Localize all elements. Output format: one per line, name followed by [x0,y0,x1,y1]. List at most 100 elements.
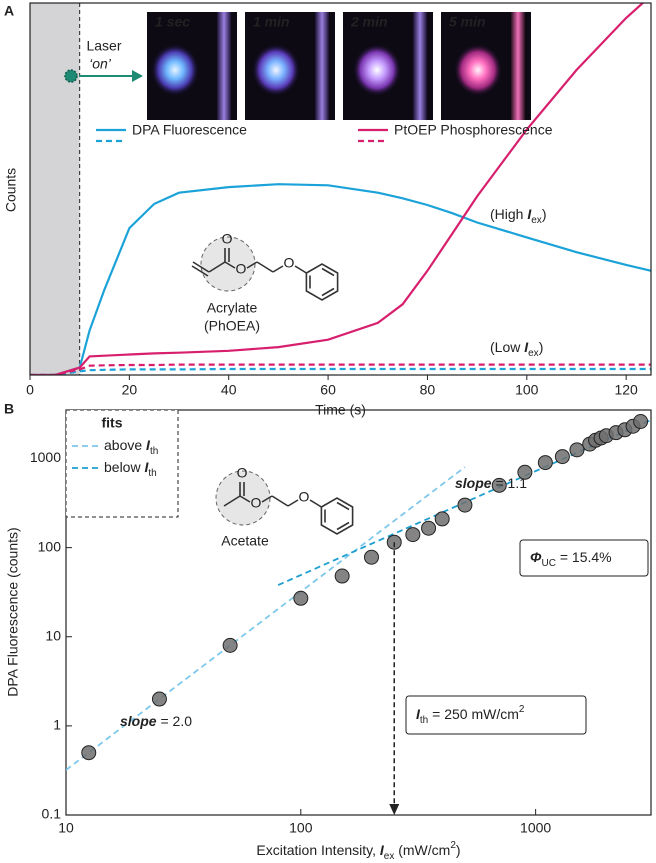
x-axis-title-part: I [380,842,385,858]
panel-letter: A [4,3,14,19]
legend-title: fits [102,415,123,431]
structure: OO O [215,465,354,535]
bond [287,499,299,507]
legend-label-part: below [104,459,144,475]
bond [309,499,322,508]
data-point [457,497,473,513]
data-point [293,590,309,606]
annotation: ΦUC = 15.4% [530,549,612,569]
data-point [222,637,238,653]
atom-label: O [222,231,233,247]
inset-strip [413,12,427,120]
bond [272,265,284,273]
data-point [569,442,585,458]
annotation-part: slope [455,475,492,491]
legend-label: PtOEP Phosphorescence [394,122,553,138]
bond [192,261,210,273]
annotation-part: I [527,206,532,222]
annotation-part: UC [542,558,556,569]
legend-label-part: I [146,437,151,453]
atom-label: O [236,261,247,277]
annotation-part: ex [531,215,542,226]
legend-label: above Ith [104,437,158,457]
annotation-box [405,695,587,735]
data-point [363,549,379,565]
annotation: (Low Iex) [490,339,543,359]
legend-box [65,409,179,518]
atom-label: O [284,255,295,271]
y-tick-label: 100 [38,538,62,554]
inset-strip [217,12,231,120]
bond [271,495,289,507]
laser-label: Laser [86,38,121,54]
legend-label-part: above [104,437,146,453]
bond [246,261,258,269]
structure: OO O [191,231,339,301]
annotation-part: I [416,706,421,722]
bond [336,521,350,531]
bond [321,267,335,277]
x-tick-label: 1000 [520,820,551,836]
data-point [334,568,350,584]
x-tick-label: 10 [58,820,74,836]
inset-spot [151,44,199,96]
inset-image: 5 min [441,12,531,120]
bond [239,495,251,503]
inset-label: 5 min [449,14,486,30]
atom-label: O [237,465,248,481]
x-tick-label: 120 [614,382,638,398]
atom-label: O [299,489,310,505]
annotation-part: 2 [519,704,525,715]
legend-label-part: th [148,468,156,479]
y-tick-label: 0.1 [42,806,62,822]
bond [223,495,241,507]
data-point [434,511,450,527]
laser-arrowhead [132,70,143,82]
panel-letter: B [4,401,14,417]
inset-spot [353,44,401,96]
bond [208,261,226,273]
laser-off-region [30,3,80,375]
annotation-part: 250 [444,706,468,722]
y-axis-title: DPA Fluorescence (counts) [5,527,21,696]
annotation-part: ex [528,348,539,359]
data-point [517,464,533,480]
annotation-part: = [428,706,444,722]
panel-b: B 10 100 1000 0.1 1 10 100 1000 Excitation Intens… [4,401,652,862]
annotation-part: mW/cm [468,706,519,722]
inset-label: 2 min [350,14,388,30]
x-tick-label: 20 [122,382,138,398]
plot-area [66,414,651,771]
annotation-part: = 2.0 [157,713,193,729]
annotation-part: = 15.4% [556,549,612,565]
high-intensity-line [30,183,651,375]
bond [336,501,350,511]
x-axis-title-part: Excitation Intensity, [256,842,379,858]
x-axis-title-part: ) [456,842,461,858]
plot-area [30,3,651,375]
inset-strip [315,12,329,120]
x-tick-label: 100 [289,820,313,836]
data-point [151,691,167,707]
annotation: slope = 1.1 [455,475,527,491]
annotation-part: ) [539,339,544,355]
x-axis-title-part: ex [384,851,395,862]
y-tick-label: 1000 [30,449,61,465]
data-point [537,455,553,471]
bond [294,265,307,274]
annotation-part: slope [120,713,157,729]
data-point [81,745,97,761]
annotation-part: I [524,339,529,355]
structure-label: Acrylate [207,300,258,316]
laser-marker [64,69,78,83]
annotation: slope = 2.0 [120,713,192,729]
annotation-box [519,539,649,577]
annotation-part: th [420,715,428,726]
bond [191,265,209,277]
threshold-arrowhead [389,804,400,815]
low-intensity-line [30,363,651,375]
legend-label: below Ith [104,459,157,479]
inset-image: 1 min [245,12,335,120]
plot-frame [65,409,652,816]
